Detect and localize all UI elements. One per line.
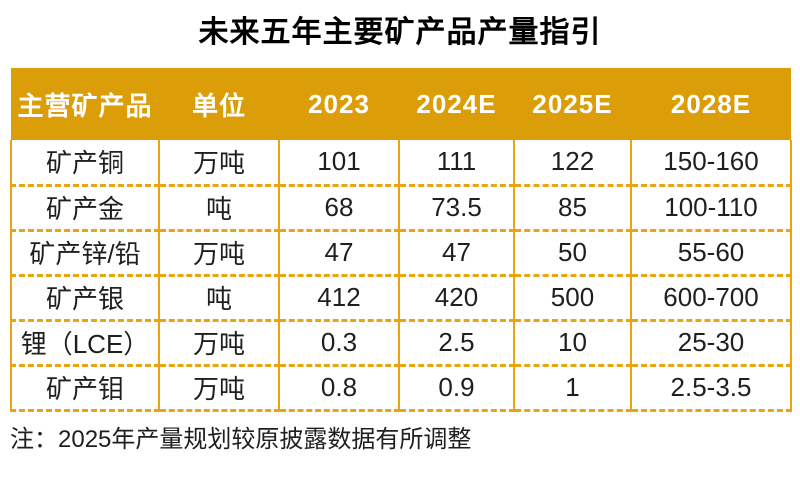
column-header-2028e: 2028E: [631, 68, 791, 140]
value-cell-2028e: 100-110: [630, 185, 792, 232]
unit-cell: 万吨: [158, 140, 280, 187]
value-cell-2028e: 55-60: [630, 230, 792, 277]
header-row: 主营矿产品 单位 2023 2024E 2025E 2028E: [11, 68, 791, 140]
value-cell-2024e: 0.9: [398, 365, 515, 412]
table-row-silver: 矿产银 吨 412 420 500 600-700: [10, 275, 792, 322]
table-row-zinc-lead: 矿产锌/铅 万吨 47 47 50 55-60: [10, 230, 792, 277]
product-cell: 矿产钼: [10, 365, 160, 412]
product-cell: 锂（LCE）: [10, 320, 160, 367]
column-header-2023: 2023: [279, 68, 399, 140]
table-row-molybdenum: 矿产钼 万吨 0.8 0.9 1 2.5-3.5: [10, 365, 792, 412]
column-header-unit: 单位: [159, 68, 279, 140]
value-cell-2024e: 73.5: [398, 185, 515, 232]
product-cell: 矿产锌/铅: [10, 230, 160, 277]
footnote: 注：2025年产量规划较原披露数据有所调整: [10, 425, 472, 453]
unit-cell: 万吨: [158, 365, 280, 412]
value-cell-2028e: 2.5-3.5: [630, 365, 792, 412]
unit-cell: 万吨: [158, 230, 280, 277]
value-cell-2023: 47: [278, 230, 400, 277]
value-cell-2024e: 420: [398, 275, 515, 322]
value-cell-2024e: 111: [398, 140, 515, 187]
product-cell: 矿产金: [10, 185, 160, 232]
column-header-2025e: 2025E: [514, 68, 631, 140]
value-cell-2023: 412: [278, 275, 400, 322]
value-cell-2023: 68: [278, 185, 400, 232]
value-cell-2025e: 122: [513, 140, 632, 187]
column-header-product: 主营矿产品: [11, 68, 159, 140]
production-guidance-table: 主营矿产品 单位 2023 2024E 2025E 2028E 矿产铜 万吨 1…: [10, 68, 792, 412]
value-cell-2028e: 25-30: [630, 320, 792, 367]
value-cell-2025e: 85: [513, 185, 632, 232]
page-title: 未来五年主要矿产品产量指引: [198, 16, 602, 49]
value-cell-2025e: 50: [513, 230, 632, 277]
table-row-gold: 矿产金 吨 68 73.5 85 100-110: [10, 185, 792, 232]
value-cell-2028e: 600-700: [630, 275, 792, 322]
value-cell-2023: 0.8: [278, 365, 400, 412]
table-row-copper: 矿产铜 万吨 101 111 122 150-160: [10, 140, 792, 187]
unit-cell: 万吨: [158, 320, 280, 367]
value-cell-2024e: 47: [398, 230, 515, 277]
value-cell-2023: 0.3: [278, 320, 400, 367]
value-cell-2025e: 500: [513, 275, 632, 322]
value-cell-2025e: 10: [513, 320, 632, 367]
value-cell-2028e: 150-160: [630, 140, 792, 187]
product-cell: 矿产银: [10, 275, 160, 322]
column-header-2024e: 2024E: [399, 68, 514, 140]
product-cell: 矿产铜: [10, 140, 160, 187]
value-cell-2025e: 1: [513, 365, 632, 412]
table-row-lithium: 锂（LCE） 万吨 0.3 2.5 10 25-30: [10, 320, 792, 367]
unit-cell: 吨: [158, 185, 280, 232]
value-cell-2023: 101: [278, 140, 400, 187]
unit-cell: 吨: [158, 275, 280, 322]
value-cell-2024e: 2.5: [398, 320, 515, 367]
